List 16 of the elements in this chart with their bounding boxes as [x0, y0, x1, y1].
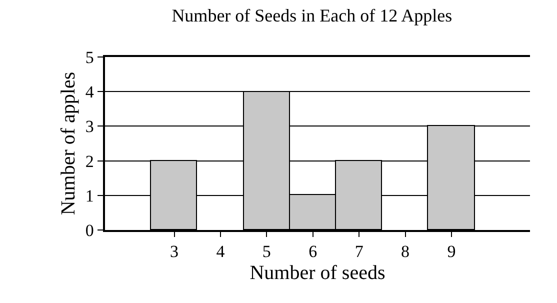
- y-tick-label: 3: [85, 117, 94, 136]
- x-tick-label: 9: [447, 242, 456, 262]
- y-tick-label: 0: [85, 220, 94, 240]
- x-tick-label: 6: [308, 242, 318, 262]
- chart-title: Number of Seeds in Each of 12 Apples: [172, 6, 452, 26]
- y-tick-label: 2: [85, 152, 94, 171]
- y-axis-title: Number of apples: [57, 72, 80, 216]
- y-tick-label: 4: [85, 82, 94, 102]
- y-tick-label: 5: [85, 48, 94, 67]
- x-axis-title: Number of seeds: [250, 262, 386, 284]
- x-tick-label: 8: [401, 242, 410, 262]
- x-tick-label: 3: [170, 242, 179, 262]
- x-tick-label: 7: [354, 242, 364, 262]
- x-tick-label: 5: [262, 242, 271, 262]
- x-tick-label: 4: [216, 242, 226, 262]
- y-tick-label: 1: [85, 186, 94, 206]
